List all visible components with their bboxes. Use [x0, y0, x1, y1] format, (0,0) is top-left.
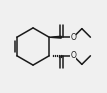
Polygon shape	[49, 36, 61, 38]
Text: O: O	[70, 51, 76, 60]
Text: O: O	[70, 33, 76, 42]
